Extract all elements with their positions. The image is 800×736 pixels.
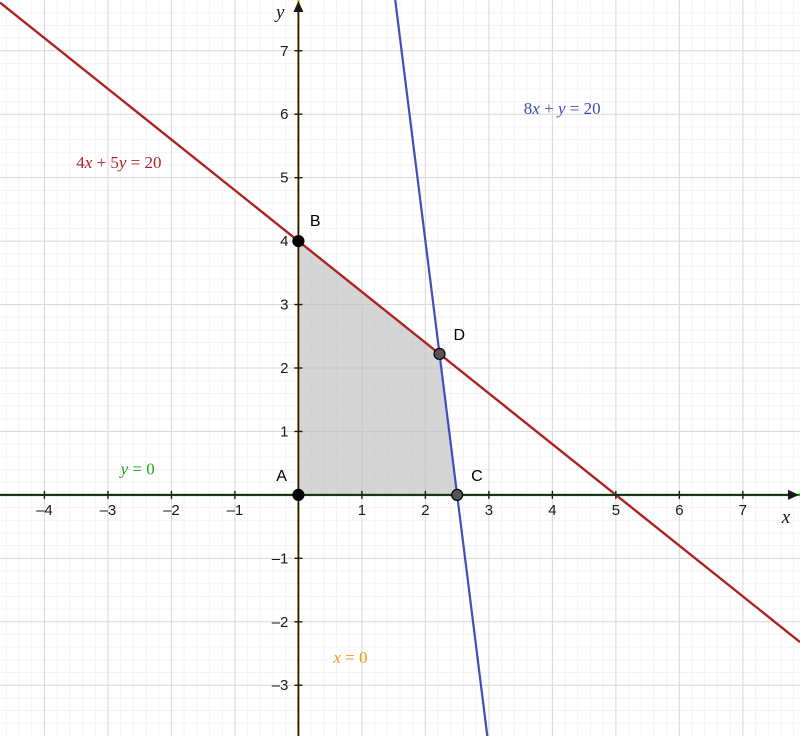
y-tick-label: 3 <box>280 297 288 314</box>
x-tick-label: –2 <box>163 502 180 519</box>
point-C <box>452 489 463 500</box>
lp-chart: –4 –3 –2 –1 1 2 3 4 5 6 7 –3 –2 –1 1 2 3 4 5 6 7 x y 4x + 5y = … <box>0 0 800 736</box>
x-tick-label: 4 <box>548 502 556 519</box>
point-B <box>293 236 304 247</box>
x-tick-label: 2 <box>421 502 429 519</box>
x-tick-label: –1 <box>227 502 244 519</box>
y-tick-label: –3 <box>272 677 289 694</box>
label-line-orange: x = 0 <box>332 648 367 667</box>
point-label-C: C <box>471 468 483 485</box>
point-D <box>434 348 445 359</box>
point-A <box>293 489 304 500</box>
plot-svg: –4 –3 –2 –1 1 2 3 4 5 6 7 –3 –2 –1 1 2 3 4 5 6 7 x y 4x + 5y = … <box>0 0 800 736</box>
x-tick-label: 7 <box>739 502 747 519</box>
y-tick-label: 4 <box>280 233 288 250</box>
y-tick-label: 2 <box>280 360 288 377</box>
y-tick-label: 7 <box>280 43 288 60</box>
y-tick-label: 1 <box>280 423 288 440</box>
x-tick-label: 5 <box>612 502 620 519</box>
x-tick-label: –3 <box>100 502 117 519</box>
point-label-D: D <box>453 327 465 344</box>
y-tick-label: –1 <box>272 550 289 567</box>
point-label-B: B <box>310 213 321 230</box>
x-axis-label: x <box>781 507 791 528</box>
label-line-red: 4x + 5y = 20 <box>76 153 161 172</box>
x-tick-label: 3 <box>485 502 493 519</box>
x-tick-label: 6 <box>675 502 683 519</box>
label-line-green: y = 0 <box>119 460 155 479</box>
x-tick-label: –4 <box>36 502 53 519</box>
y-tick-label: 6 <box>280 106 288 123</box>
y-tick-label: –2 <box>272 614 289 631</box>
point-label-A: A <box>276 468 287 485</box>
x-tick-label: 1 <box>358 502 366 519</box>
y-tick-label: 5 <box>280 170 288 187</box>
label-line-blue: 8x + y = 20 <box>524 99 601 118</box>
y-axis-label: y <box>274 2 285 23</box>
